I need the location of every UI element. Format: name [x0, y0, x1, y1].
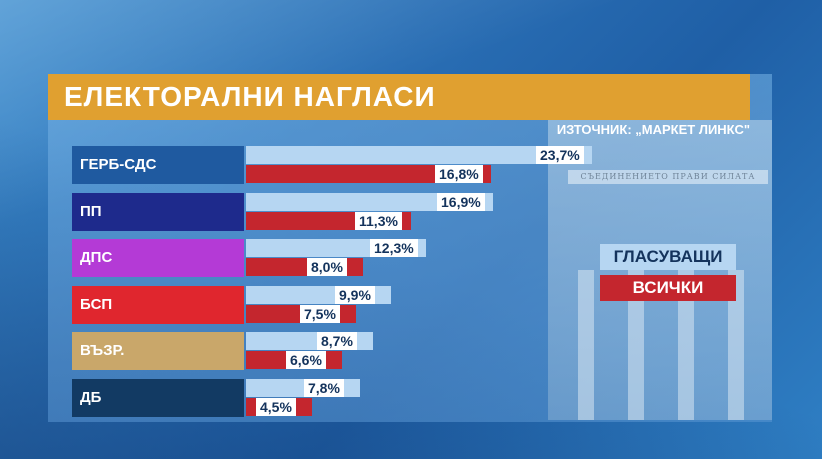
column [628, 270, 644, 420]
party-label: ДБ [72, 379, 244, 417]
party-label: ГЕРБ-СДС [72, 146, 244, 184]
value-label: 8,7% [317, 332, 357, 350]
party-label: ПП [72, 193, 244, 231]
value-label: 16,9% [437, 193, 485, 211]
value-label: 12,3% [370, 239, 418, 257]
bar-voters [246, 193, 493, 211]
value-label: 6,6% [286, 351, 326, 369]
value-label: 7,5% [300, 305, 340, 323]
column [678, 270, 694, 420]
bar-all [246, 165, 491, 183]
legend-all: ВСИЧКИ [600, 275, 736, 301]
column [578, 270, 594, 420]
value-label: 11,3% [355, 212, 402, 230]
party-label: ВЪЗР. [72, 332, 244, 370]
value-label: 7,8% [304, 379, 344, 397]
bar-voters [246, 146, 592, 164]
value-label: 9,9% [335, 286, 375, 304]
frieze-inscription: СЪЕДИНЕНИЕТО ПРАВИ СИЛАТА [568, 170, 768, 184]
column [728, 270, 744, 420]
party-label: ДПС [72, 239, 244, 277]
title-bar: ЕЛЕКТОРАЛНИ НАГЛАСИ [48, 74, 750, 120]
source-label: ИЗТОЧНИК: „МАРКЕТ ЛИНКС" [556, 122, 750, 137]
value-label: 23,7% [536, 146, 584, 164]
parliament-building-image: СЪЕДИНЕНИЕТО ПРАВИ СИЛАТА [548, 120, 772, 420]
value-label: 4,5% [256, 398, 296, 416]
value-label: 16,8% [435, 165, 483, 183]
value-label: 8,0% [307, 258, 347, 276]
party-label: БСП [72, 286, 244, 324]
legend-voters: ГЛАСУВАЩИ [600, 244, 736, 270]
chart-title: ЕЛЕКТОРАЛНИ НАГЛАСИ [64, 81, 436, 112]
